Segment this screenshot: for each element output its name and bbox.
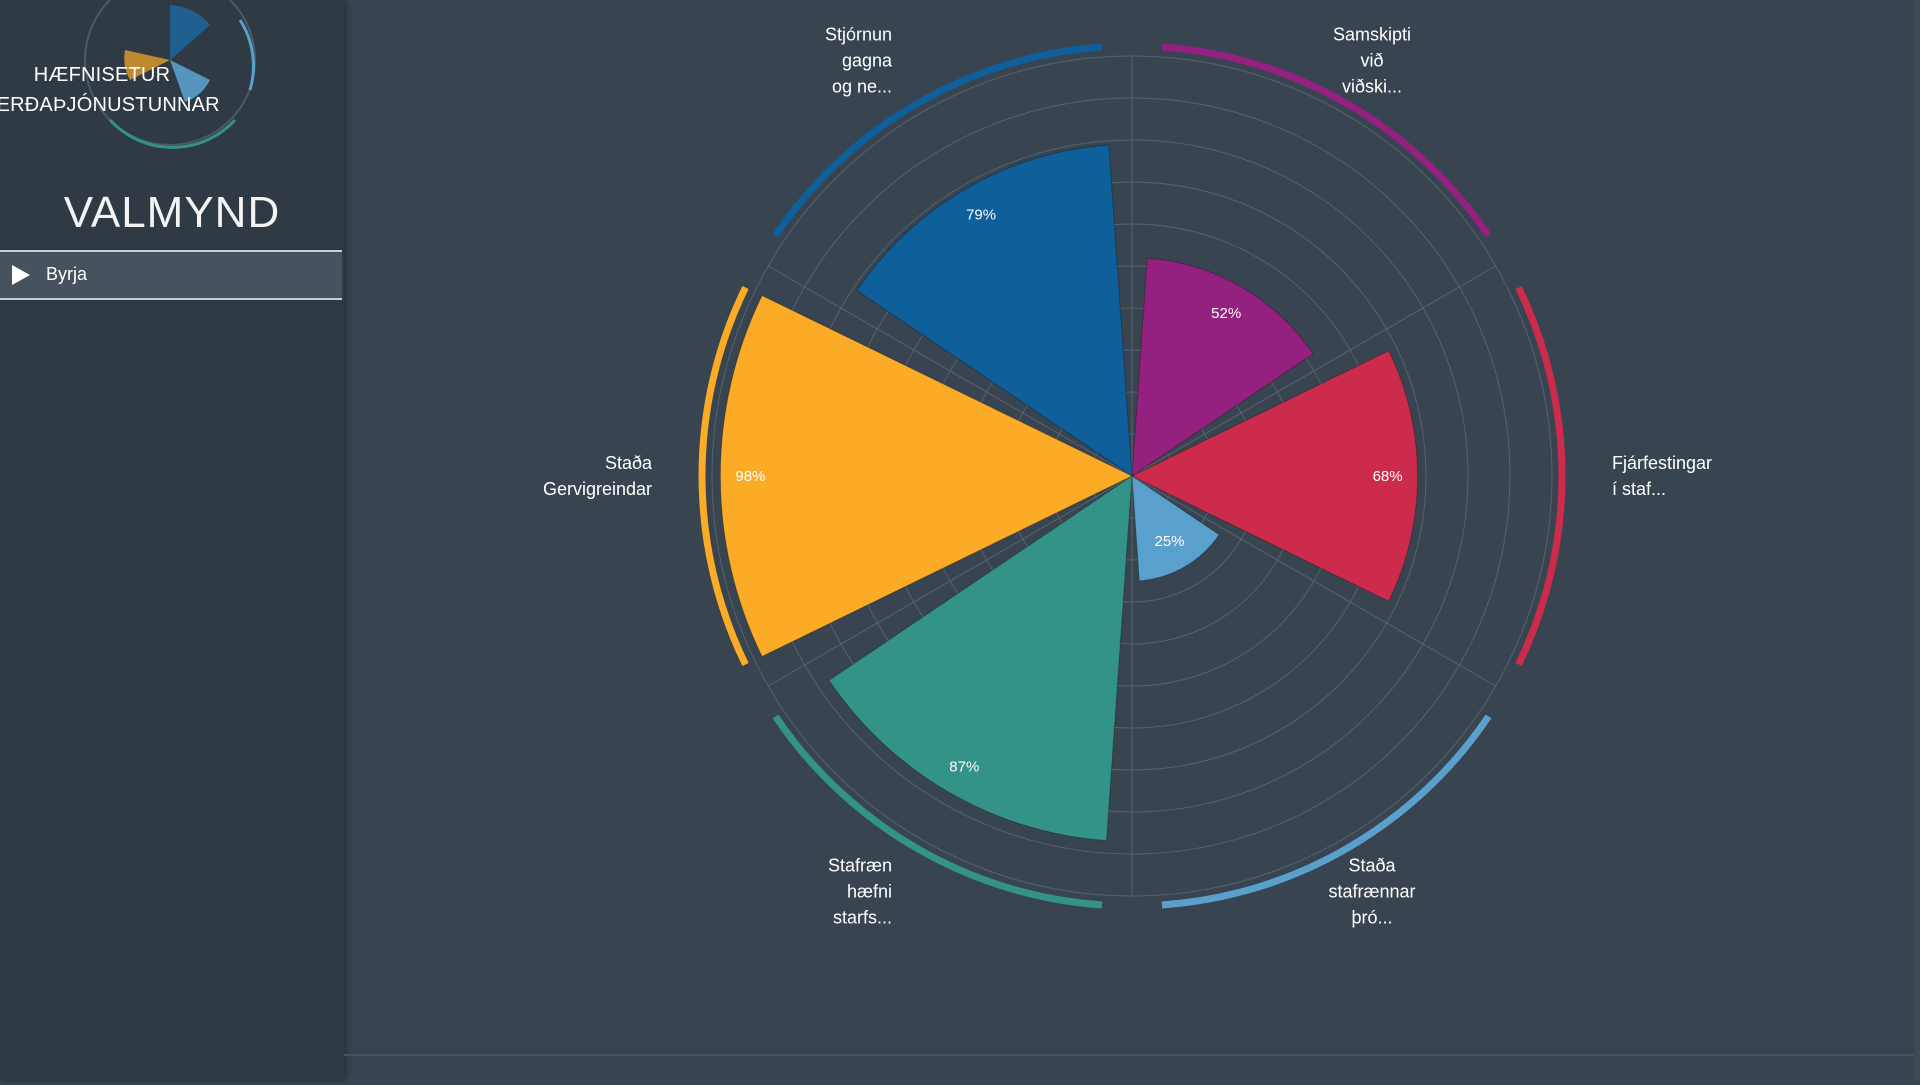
wedge[interactable]: [719, 294, 1134, 658]
value-label: 25%: [1154, 533, 1184, 550]
category-label-line: starfs...: [833, 908, 892, 928]
main-area: 52% 68% 25% 87% 98% 79% Samskipti við viðski...…: [344, 0, 1920, 1080]
value-label: 98%: [735, 468, 765, 485]
wedge[interactable]: [1131, 475, 1220, 582]
value-label: 87%: [949, 758, 979, 775]
category-label-line: þró...: [1351, 908, 1392, 928]
menu-item-label: Byrja: [46, 264, 88, 284]
category-label-line: stafrænnar: [1328, 882, 1415, 902]
chart-category-labels: Samskipti við viðski... Fjárfestingar í staf…: [543, 24, 1712, 927]
category-label-line: gagna: [842, 50, 893, 70]
grid-spoke: [1131, 475, 1496, 687]
category-label-line: Gervigreindar: [543, 479, 652, 499]
category-label-line: Staða: [605, 453, 653, 473]
category-label-line: Samskipti: [1333, 24, 1411, 44]
grid-spoke: [1131, 265, 1496, 477]
value-label: 68%: [1373, 468, 1403, 485]
sidebar: HÆFNISETUR FERÐAÞJÓNUSTUNNAR VALMYND Byr…: [0, 0, 344, 1080]
category-label: Stjórnun gagna og ne...: [825, 24, 893, 96]
chart-wedges: [719, 144, 1419, 842]
logo-line-1: HÆFNISETUR: [33, 64, 171, 86]
chart-outer-arcs: [698, 43, 1566, 909]
outer-arc: [1515, 285, 1566, 667]
category-label-line: í staf...: [1612, 479, 1666, 499]
category-label-line: og ne...: [832, 76, 892, 96]
wedge[interactable]: [1130, 350, 1419, 602]
outer-arc: [1161, 43, 1492, 238]
logo-line-2: FERÐAÞJÓNUSTUNNAR: [0, 94, 220, 116]
category-label: Staða stafrænnar þró...: [1328, 856, 1415, 928]
outer-arc: [772, 43, 1103, 238]
outer-arc: [698, 285, 749, 667]
category-label: Samskipti við viðski...: [1333, 24, 1411, 96]
outer-arc: [772, 714, 1103, 909]
logo: [70, 0, 270, 150]
category-label-line: Staða: [1348, 856, 1396, 876]
menu-item-byrja[interactable]: Byrja: [0, 250, 342, 300]
category-label: Fjárfestingar í staf...: [1612, 453, 1712, 499]
polar-area-chart: 52% 68% 25% 87% 98% 79% Samskipti við viðski...…: [543, 24, 1712, 927]
value-label: 52%: [1211, 305, 1241, 322]
outer-arc: [1161, 714, 1492, 909]
wedge[interactable]: [1131, 257, 1314, 477]
category-label-line: hæfni: [847, 882, 892, 902]
right-edge-strip: [1914, 0, 1920, 1080]
category-label-line: Stjórnun: [825, 24, 892, 44]
logo-icon: [84, 0, 256, 149]
value-label: 79%: [966, 207, 996, 224]
category-label: Staða Gervigreindar: [543, 453, 653, 499]
grid-spoke: [768, 265, 1133, 477]
wedge[interactable]: [828, 475, 1133, 842]
category-label-line: viðski...: [1342, 76, 1402, 96]
bottom-divider: [344, 1054, 1920, 1056]
menu-title: VALMYND: [63, 188, 281, 237]
logo-text: HÆFNISETUR FERÐAÞJÓNUSTUNNAR: [0, 60, 274, 120]
category-label-line: við: [1360, 50, 1383, 70]
category-label: Stafræn hæfni starfs...: [828, 856, 892, 928]
wedge[interactable]: [856, 144, 1133, 477]
play-icon: [12, 265, 30, 285]
category-label-line: Stafræn: [828, 856, 892, 876]
category-label-line: Fjárfestingar: [1612, 453, 1712, 473]
grid-spoke: [768, 475, 1133, 687]
chart-value-labels: 52% 68% 25% 87% 98% 79%: [735, 207, 1402, 776]
